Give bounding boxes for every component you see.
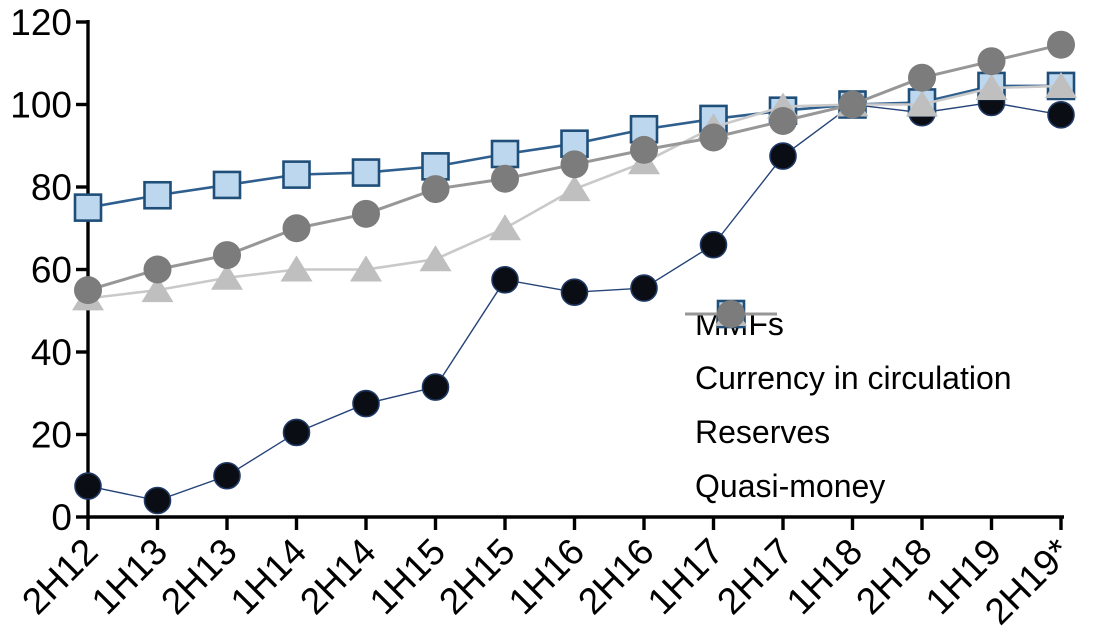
- x-tick-label: 2H17: [709, 531, 801, 623]
- marker: [560, 278, 589, 306]
- x-tick-label: 1H15: [362, 531, 454, 623]
- legend-label-quasi-money: Quasi-money: [695, 467, 886, 504]
- marker: [211, 263, 243, 290]
- x-tick-label: 2H13: [153, 531, 245, 623]
- x-tick-label: 2H15: [431, 531, 523, 623]
- x-tick-label: 2H16: [570, 531, 662, 623]
- marker: [908, 63, 936, 92]
- marker: [558, 175, 591, 202]
- legend: MMFs Currency in circulation Reserves Qu…: [683, 297, 1012, 513]
- marker: [421, 175, 450, 204]
- marker: [769, 107, 797, 135]
- marker: [351, 158, 381, 187]
- marker: [421, 373, 450, 401]
- marker: [769, 142, 797, 170]
- x-tick-label: 1H14: [223, 531, 315, 623]
- marker: [975, 74, 1008, 100]
- marker: [350, 255, 382, 282]
- marker: [1047, 101, 1075, 129]
- series-quasi-money: [74, 30, 1075, 305]
- marker: [74, 472, 102, 500]
- marker: [490, 139, 520, 169]
- y-tick-label: 80: [31, 167, 72, 208]
- marker: [419, 245, 452, 272]
- y-tick-label: 100: [10, 85, 72, 126]
- marker: [212, 170, 242, 200]
- marker: [491, 266, 519, 294]
- legend-label-reserves: Reserves: [695, 413, 831, 450]
- marker: [630, 274, 658, 302]
- marker: [630, 135, 658, 164]
- marker: [282, 160, 311, 189]
- y-tick-label: 60: [31, 250, 72, 291]
- y-tick-label: 20: [31, 415, 72, 456]
- marker: [141, 276, 174, 303]
- x-tick-label: 2H18: [848, 531, 940, 623]
- x-tick-label: 1H17: [640, 531, 732, 623]
- x-tick-label: 2H12: [14, 531, 106, 623]
- marker: [143, 255, 172, 284]
- y-tick-label: 40: [31, 332, 72, 373]
- marker: [699, 230, 728, 259]
- marker: [352, 199, 380, 228]
- marker: [282, 214, 311, 243]
- y-tick-labels: 0 20 40 60 80 100 120: [10, 2, 72, 538]
- legend-item-quasi-money: Quasi-money: [683, 300, 1012, 513]
- marker: [491, 164, 519, 193]
- marker: [73, 193, 103, 222]
- marker: [280, 255, 313, 282]
- marker: [143, 180, 172, 210]
- x-tick-label: 1H13: [84, 531, 176, 623]
- marker: [143, 486, 172, 515]
- marker: [352, 389, 380, 418]
- axes: [76, 20, 1064, 530]
- marker: [838, 90, 867, 119]
- marker: [1047, 30, 1075, 59]
- marker: [74, 276, 102, 305]
- legend-marker-quasi-money-icon: [685, 300, 777, 328]
- x-tick-labels: 2H121H132H131H142H141H152H151H162H161H17…: [14, 531, 1079, 633]
- marker: [282, 418, 311, 447]
- marker: [213, 461, 241, 490]
- x-tick-label: 2H14: [292, 531, 384, 623]
- marker: [560, 150, 589, 179]
- legend-item-reserves: Reserves: [683, 300, 1012, 459]
- marker: [213, 241, 241, 270]
- marker: [977, 47, 1006, 76]
- marker: [717, 300, 745, 328]
- y-tick-label: 0: [51, 497, 72, 538]
- x-tick-label: 1H18: [779, 531, 871, 623]
- marker: [1045, 71, 1077, 98]
- marker: [489, 214, 521, 241]
- y-tick-label: 120: [10, 2, 72, 43]
- legend-label-currency-in-circulation: Currency in circulation: [695, 359, 1012, 396]
- legend-item-currency-in-circulation: Currency in circulation: [683, 299, 1012, 405]
- marker: [906, 90, 938, 117]
- x-tick-label: 1H16: [501, 531, 593, 623]
- marker: [699, 123, 728, 152]
